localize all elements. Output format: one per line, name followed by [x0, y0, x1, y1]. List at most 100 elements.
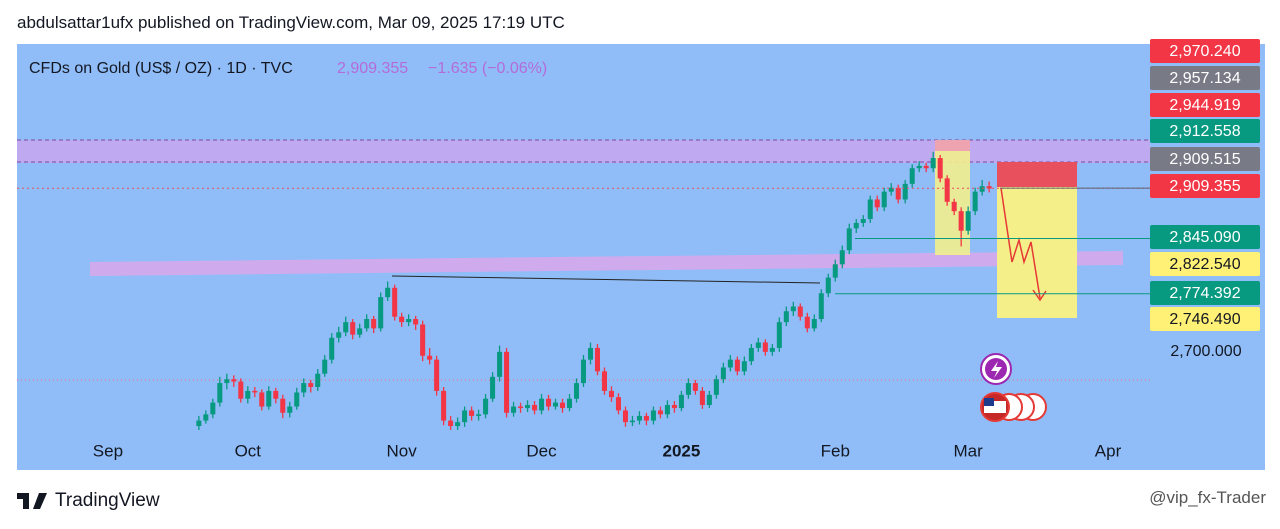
- price-change: −1.635 (−0.06%): [428, 60, 547, 77]
- price-badge-label: 2,912.558: [1169, 123, 1240, 140]
- projection-arrow: [1000, 187, 1041, 299]
- candle-body: [231, 379, 237, 382]
- candle-body: [685, 383, 691, 395]
- candle-body: [378, 297, 384, 329]
- candle-body: [958, 211, 964, 231]
- candle-body: [420, 324, 426, 356]
- x-tick-label: 2025: [662, 441, 700, 460]
- candle-body: [587, 347, 594, 360]
- candle-body: [825, 277, 831, 294]
- candle-body: [881, 191, 887, 208]
- candle-body: [343, 322, 349, 333]
- candle-body: [462, 410, 468, 423]
- candle-body: [497, 351, 503, 377]
- candle-body: [518, 406, 524, 409]
- x-tick-label: Sep: [93, 441, 123, 460]
- candle-body: [804, 316, 810, 329]
- candle-body: [755, 342, 761, 348]
- candle-body: [895, 187, 901, 200]
- candle-body: [832, 264, 838, 278]
- candle-body: [196, 420, 202, 427]
- candle-body: [350, 322, 356, 335]
- candle-body: [986, 186, 992, 189]
- candle-body: [427, 355, 433, 360]
- candle-body: [706, 394, 712, 405]
- target-zone: [997, 187, 1077, 318]
- candle-body: [315, 373, 321, 387]
- x-tick-label: Apr: [1095, 441, 1122, 460]
- candle-body: [560, 402, 566, 409]
- candle-body: [888, 187, 894, 192]
- candle-body: [930, 158, 936, 169]
- candle-body: [643, 415, 649, 421]
- publish-header: abdulsattar1ufx published on TradingView…: [17, 13, 565, 32]
- candle-body: [392, 287, 398, 317]
- candle-body: [252, 390, 258, 393]
- candle-body: [224, 379, 230, 384]
- candle-body: [448, 420, 454, 427]
- price-badge: [1150, 119, 1260, 143]
- candle-body: [601, 371, 607, 391]
- price-badge-label: 2,909.515: [1169, 151, 1240, 168]
- candle-body: [511, 406, 517, 413]
- candle-body: [769, 347, 775, 352]
- candle-body: [580, 359, 587, 384]
- price-badge: [1150, 307, 1260, 331]
- price-badge-label: 2,774.392: [1169, 285, 1240, 302]
- candle-body: [650, 410, 656, 421]
- candle-body: [741, 361, 747, 372]
- candle-body: [357, 328, 363, 335]
- candle-body: [923, 165, 929, 169]
- candle-body: [504, 351, 510, 413]
- candle-body: [636, 415, 642, 421]
- candle-body: [916, 165, 922, 169]
- candle-body: [748, 347, 754, 362]
- price-badge-label: 2,944.919: [1169, 97, 1240, 114]
- candle-body: [203, 414, 209, 421]
- candle-body: [839, 250, 845, 265]
- trend-band: [90, 251, 1123, 276]
- candle-body: [853, 222, 859, 229]
- candle-body: [322, 359, 328, 374]
- candle-body: [566, 398, 573, 409]
- candle-body: [301, 383, 307, 393]
- price-badge-label: 2,909.355: [1169, 178, 1240, 195]
- logo-text: TradingView: [55, 490, 160, 511]
- trend-line: [391, 275, 821, 284]
- candle-body: [469, 410, 475, 416]
- logo-mark: [17, 493, 47, 509]
- candle-body: [664, 404, 670, 415]
- candle-body: [364, 319, 370, 329]
- price-badge-label: 2,970.240: [1169, 43, 1240, 60]
- candle-body: [720, 367, 726, 380]
- price-badge: [1150, 281, 1260, 305]
- candle-body: [238, 381, 244, 399]
- candle-body: [867, 199, 873, 220]
- candle-body: [608, 390, 614, 398]
- x-tick-label: Dec: [526, 441, 557, 460]
- candle-body: [573, 383, 580, 399]
- candle-body: [399, 316, 405, 323]
- price-badge: [1150, 147, 1260, 171]
- candle-body: [818, 293, 824, 320]
- candle-body: [790, 306, 796, 312]
- candle-body: [783, 311, 789, 323]
- candle-body: [217, 383, 223, 403]
- candle-body: [280, 398, 286, 413]
- candle-body: [874, 199, 880, 208]
- candle-body: [210, 402, 216, 415]
- candle-body: [734, 359, 740, 372]
- candle-body: [762, 342, 768, 352]
- candle-body: [308, 383, 314, 387]
- price-badge-label: 2,822.540: [1169, 256, 1240, 273]
- candle-body: [776, 322, 782, 348]
- candle-body: [546, 398, 552, 407]
- candle-body: [385, 287, 391, 298]
- x-tick-label: Nov: [387, 441, 418, 460]
- watermark: @vip_fx-Trader: [1149, 488, 1266, 507]
- tradingview-logo: TradingView: [17, 490, 160, 512]
- highlight-top: [935, 140, 970, 151]
- candle-body: [860, 219, 866, 223]
